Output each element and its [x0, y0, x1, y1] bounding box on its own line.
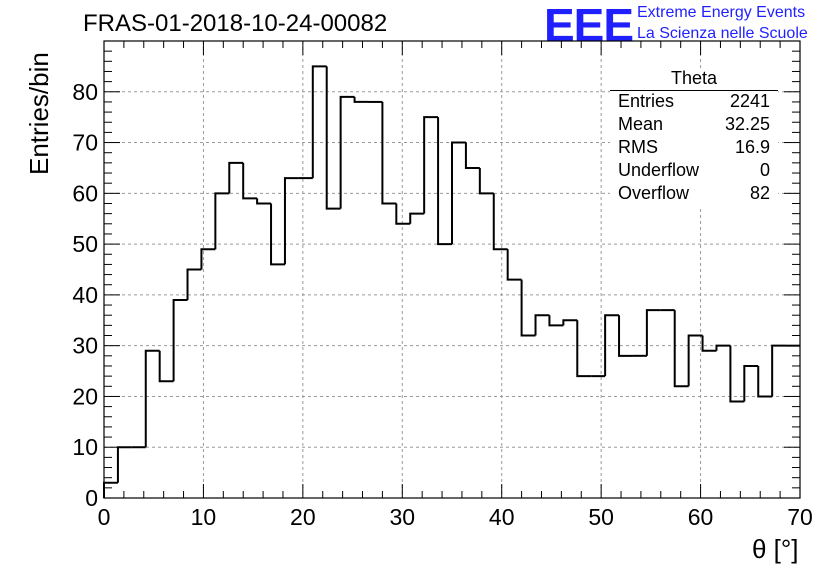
stats-box: Theta Entries 2241 Mean 32.25 RMS 16.9 Unde… — [610, 68, 778, 206]
histogram-bin — [311, 65, 327, 179]
stats-row-rms: RMS 16.9 — [610, 137, 778, 160]
histogram-bin — [604, 314, 620, 377]
y-axis-label-wrap: Entries/bin — [6, 52, 54, 175]
logo-caption-line1: Extreme Energy Events — [637, 4, 806, 21]
stats-value: 0 — [759, 160, 770, 180]
histogram-bin — [478, 167, 494, 195]
stats-label: Overflow — [618, 183, 690, 203]
histogram-bin — [645, 309, 661, 356]
histogram-bin — [214, 192, 230, 250]
stats-row-overflow: Overflow 82 — [610, 183, 778, 206]
histogram-bin — [256, 198, 272, 205]
histogram-bin — [158, 350, 174, 383]
y-tick-label: 50 — [72, 231, 98, 257]
eee-logo: EEE — [544, 0, 634, 51]
y-tick-label: 0 — [85, 485, 98, 511]
x-tick-label: 70 — [787, 504, 813, 530]
histogram-bin — [283, 177, 299, 265]
y-tick-label: 10 — [72, 434, 98, 460]
histogram-bin — [548, 315, 564, 327]
histogram-bin — [395, 203, 411, 225]
stats-value: 32.25 — [724, 114, 770, 134]
histogram-bin — [743, 364, 759, 402]
histogram-bin — [729, 345, 745, 403]
histogram-bin — [437, 117, 452, 246]
y-tick-label: 40 — [72, 282, 98, 308]
histogram-bin — [228, 161, 244, 194]
histogram-bin — [423, 116, 439, 214]
histogram-bin — [464, 142, 480, 169]
x-axis-label: θ [°] — [752, 534, 799, 564]
stats-label: RMS — [618, 137, 658, 157]
x-tick-label: 0 — [98, 504, 111, 530]
histogram-bin — [576, 320, 592, 378]
stats-label: Mean — [618, 114, 664, 134]
histogram-bin — [673, 310, 689, 388]
histogram-bin — [687, 334, 703, 387]
stats-row-mean: Mean 32.25 — [610, 114, 778, 137]
histogram-bin — [534, 314, 550, 336]
histogram-bin — [715, 344, 731, 351]
histogram-bin — [562, 319, 578, 326]
x-tick-label: 30 — [389, 504, 415, 530]
y-tick-label: 70 — [72, 130, 98, 156]
histogram-bin — [409, 212, 425, 224]
histogram-bin — [339, 95, 355, 209]
histogram-bin — [506, 249, 522, 281]
histogram-bin — [144, 349, 160, 448]
histogram-bin — [103, 481, 118, 498]
stats-row-underflow: Underflow 0 — [610, 160, 778, 183]
y-axis-label: Entries/bin — [24, 52, 54, 175]
histogram-bin — [757, 365, 773, 398]
histogram-bin — [618, 315, 633, 357]
stats-row-entries: Entries 2241 — [610, 91, 778, 114]
histogram-bin — [116, 446, 132, 483]
y-tick-label: 80 — [72, 79, 98, 105]
stats-value: 82 — [749, 183, 770, 203]
x-tick-label: 40 — [489, 504, 515, 530]
x-tick-label: 60 — [688, 504, 714, 530]
stats-title: Theta — [610, 68, 778, 91]
histogram-bin — [270, 203, 285, 266]
plot-frame — [103, 40, 801, 499]
y-tick-label: 60 — [72, 180, 98, 206]
histogram-bin — [353, 96, 369, 103]
stats-label: Entries — [618, 91, 675, 111]
x-tick-label: 10 — [191, 504, 217, 530]
stats-label: Underflow — [618, 160, 700, 180]
histogram-bin — [242, 162, 258, 200]
histogram-bin — [325, 66, 341, 210]
histogram-bin — [520, 279, 536, 337]
x-tick-label: 20 — [290, 504, 316, 530]
logo-caption-line2: La Scienza nelle Scuole — [637, 25, 808, 42]
y-tick-label: 20 — [72, 383, 98, 409]
histogram-bin — [186, 268, 202, 300]
histogram-bin — [172, 298, 188, 382]
histogram-bin — [771, 344, 787, 397]
stats-value: 2241 — [729, 91, 770, 111]
histogram-bin — [381, 101, 397, 205]
histogram-title: FRAS-01-2018-10-24-00082 — [83, 10, 388, 37]
histogram-bin — [701, 335, 717, 352]
histogram-bin — [492, 193, 508, 251]
stats-value: 16.9 — [734, 137, 770, 157]
histogram-bin — [451, 141, 466, 245]
y-tick-label: 30 — [72, 333, 98, 359]
histogram-bin — [200, 248, 216, 270]
x-tick-label: 50 — [588, 504, 614, 530]
